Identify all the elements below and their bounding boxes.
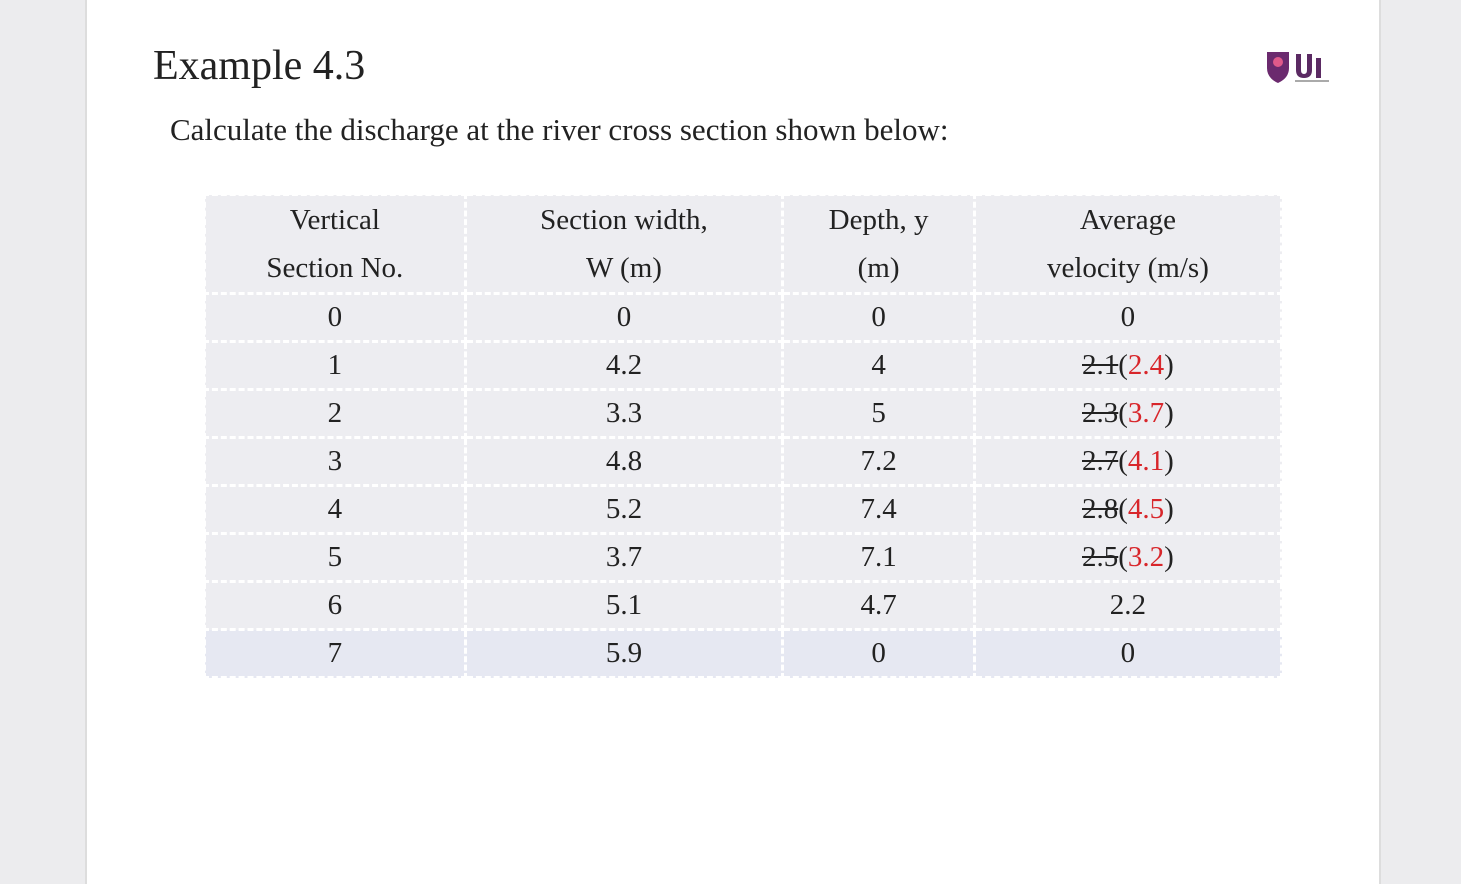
- column-header: Average velocity (m/s): [972, 193, 1284, 295]
- paren: ): [1164, 541, 1174, 573]
- header-line: Average: [1079, 204, 1176, 236]
- paren: (: [1118, 541, 1128, 573]
- corrected-value: 4.5: [1127, 493, 1165, 525]
- data-table: Vertical Section No. Section width, W (m) De…: [203, 193, 1284, 679]
- table-cell: 4.7: [781, 580, 976, 631]
- table-cell: 5.2: [463, 484, 785, 535]
- table-cell: 1: [203, 340, 467, 391]
- table-cell: 5.1: [463, 580, 785, 631]
- struck-value: 2.1: [1082, 349, 1119, 381]
- header-line: Section width,: [540, 204, 708, 236]
- table-row: 5 3.7 7.1 2.5(3.2): [203, 532, 1284, 583]
- corrected-value: 3.7: [1127, 397, 1165, 429]
- struck-value: 2.5: [1082, 541, 1119, 573]
- corrected-value: 4.1: [1127, 445, 1165, 477]
- table-cell: 2.7(4.1): [972, 436, 1284, 487]
- struck-value: 2.8: [1082, 493, 1119, 525]
- paren: (: [1118, 445, 1128, 477]
- table-cell: 3: [203, 436, 467, 487]
- paren: ): [1164, 445, 1174, 477]
- paren: ): [1164, 349, 1174, 381]
- table-row: 7 5.9 0 0: [203, 628, 1284, 679]
- header-line: Depth, y: [828, 204, 929, 236]
- table-cell: 2: [203, 388, 467, 439]
- table-cell: 7.4: [781, 484, 976, 535]
- paren: ): [1164, 397, 1174, 429]
- struck-value: 2.7: [1082, 445, 1119, 477]
- corrected-value: 2.4: [1127, 349, 1165, 381]
- paren: (: [1118, 397, 1128, 429]
- table-row: 2 3.3 5 2.3(3.7): [203, 388, 1284, 439]
- table-cell: 0: [972, 628, 1284, 679]
- table-cell: 0: [463, 292, 785, 343]
- table-cell: 5: [203, 532, 467, 583]
- table-cell: 5: [781, 388, 976, 439]
- table-cell: 3.3: [463, 388, 785, 439]
- table-row: 6 5.1 4.7 2.2: [203, 580, 1284, 631]
- table-cell: 0: [781, 628, 976, 679]
- table-cell: 0: [781, 292, 976, 343]
- table-row: 3 4.8 7.2 2.7(4.1): [203, 436, 1284, 487]
- table-cell: 7.1: [781, 532, 976, 583]
- table-cell: 2.3(3.7): [972, 388, 1284, 439]
- title: Example 4.3: [153, 43, 366, 89]
- table-cell: 0: [203, 292, 467, 343]
- header-line: W (m): [585, 252, 662, 284]
- column-header: Vertical Section No.: [203, 193, 467, 295]
- table-cell: 2.5(3.2): [972, 532, 1284, 583]
- column-header: Depth, y (m): [781, 193, 976, 295]
- table-cell: 7: [203, 628, 467, 679]
- table-cell: 2.2: [972, 580, 1284, 631]
- corrected-value: 3.2: [1127, 541, 1165, 573]
- table-cell: 3.7: [463, 532, 785, 583]
- paren: (: [1118, 349, 1128, 381]
- logo: [1267, 52, 1329, 83]
- header-line: velocity (m/s): [1046, 252, 1209, 284]
- table-cell: 4: [781, 340, 976, 391]
- table-row: 1 4.2 4 2.1(2.4): [203, 340, 1284, 391]
- table-cell: 4.2: [463, 340, 785, 391]
- header-line: (m): [857, 252, 900, 284]
- table-cell: 4.8: [463, 436, 785, 487]
- table-cell: 5.9: [463, 628, 785, 679]
- table-row: 4 5.2 7.4 2.8(4.5): [203, 484, 1284, 535]
- table-cell: 4: [203, 484, 467, 535]
- paren: ): [1164, 493, 1174, 525]
- header-line: Section No.: [266, 252, 404, 284]
- subtitle: Calculate the discharge at the river cro…: [170, 112, 949, 147]
- header-line: Vertical: [289, 204, 380, 236]
- table-cell: 6: [203, 580, 467, 631]
- table-cell: 2.1(2.4): [972, 340, 1284, 391]
- table-cell: 7.2: [781, 436, 976, 487]
- table-cell: 2.8(4.5): [972, 484, 1284, 535]
- column-header: Section width, W (m): [463, 193, 785, 295]
- paren: (: [1118, 493, 1128, 525]
- table-cell: 0: [972, 292, 1284, 343]
- struck-value: 2.3: [1082, 397, 1119, 429]
